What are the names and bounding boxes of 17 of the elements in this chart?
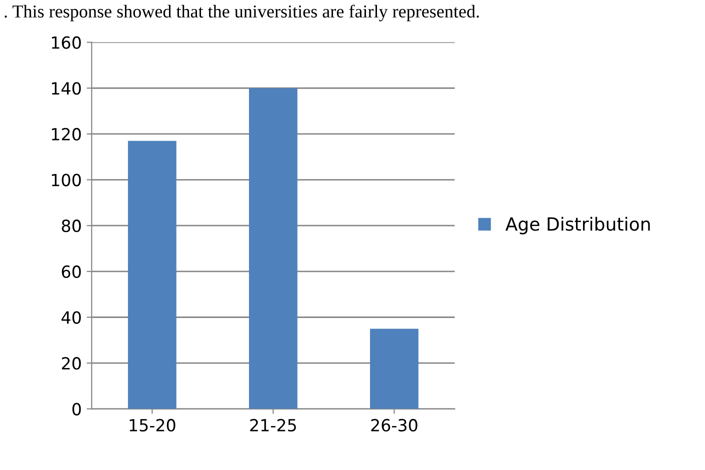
legend-label: Age Distribution — [505, 216, 650, 234]
bar — [370, 328, 418, 409]
y-tick-label: 160 — [52, 36, 81, 49]
x-tick-label: 26-30 — [371, 418, 418, 432]
y-tick-label: 80 — [62, 220, 81, 232]
bar — [248, 88, 298, 409]
x-tick-label: 15-20 — [130, 418, 176, 432]
text: . This response showed that the universities are fairly represented. — [4, 4, 479, 22]
y-tick-label: 120 — [52, 128, 81, 141]
bar — [128, 140, 176, 409]
y-tick-label: 0 — [72, 402, 81, 416]
x-tick-label: 21-25 — [250, 418, 296, 432]
y-tick-label: 100 — [52, 174, 81, 186]
y-tick-label: 20 — [62, 357, 81, 370]
y-tick-label: 60 — [62, 265, 81, 278]
y-tick-label: 40 — [62, 311, 81, 324]
y-tick-label: 140 — [52, 82, 81, 95]
